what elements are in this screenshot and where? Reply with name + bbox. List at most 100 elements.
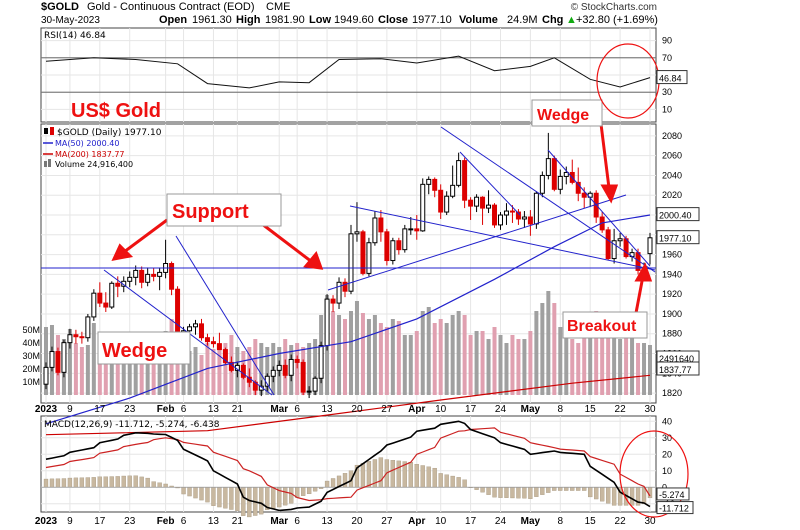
candle-body — [462, 160, 468, 201]
candle-body — [360, 231, 366, 274]
candle-body — [432, 178, 438, 191]
volume-bar — [331, 311, 336, 395]
macd-histogram-bar — [187, 487, 192, 497]
ma50-value-label: 2000.40 — [659, 211, 692, 221]
macd-histogram-bar — [342, 473, 348, 488]
volume-bar — [187, 351, 192, 395]
chg-label: Chg — [542, 14, 563, 26]
price-x-tick: 15 — [585, 404, 597, 415]
volume-legend-swatch — [44, 161, 47, 167]
volume-bar — [414, 331, 419, 395]
macd-x-tick: 2023 — [35, 516, 58, 527]
legend-item-volume: Volume 24,916,400 — [44, 159, 133, 169]
annotation-breakout: Breakout — [562, 311, 648, 339]
candle-body — [533, 192, 539, 225]
price-x-tick: 10 — [435, 404, 447, 415]
breakout-arrow — [634, 275, 645, 314]
volume-bar — [516, 339, 521, 395]
volume-value: 24.9M — [507, 14, 538, 26]
macd-histogram-bar — [312, 487, 318, 492]
macd-histogram-bar — [600, 487, 605, 502]
rsi-y-tick: 70 — [662, 53, 672, 63]
wedge-mid-lower — [349, 205, 656, 271]
support-arrow-right — [261, 222, 313, 264]
legend-volume-text: Volume 24,916,400 — [55, 160, 133, 169]
macd-histogram-bar — [408, 462, 413, 488]
candle-body — [384, 231, 390, 262]
volume-bar — [372, 315, 377, 395]
candle-body — [115, 282, 121, 287]
volume-bar — [546, 291, 551, 395]
close-value: 1977.10 — [412, 14, 452, 26]
price-x-tick: 23 — [124, 404, 136, 415]
candle-body — [324, 298, 330, 347]
candle-body — [91, 292, 97, 318]
candle-legend-icon — [44, 128, 48, 134]
macd-histogram-bar — [546, 487, 551, 493]
macd-signal-line — [45, 427, 651, 502]
price-x-tick: 20 — [351, 404, 363, 415]
macd-y-tick: 0 — [662, 482, 667, 492]
open-value: 1961.30 — [192, 14, 232, 26]
exchange-label: CME — [266, 1, 290, 13]
volume-bar — [606, 319, 611, 395]
candle-body — [97, 292, 103, 304]
volume-bar — [193, 347, 198, 395]
candle-body — [294, 358, 300, 363]
candle-body — [336, 281, 342, 304]
macd-histogram-bar — [611, 487, 617, 506]
volume-label: Volume — [459, 14, 498, 26]
macd-x-tick: 15 — [585, 516, 597, 527]
macd-histogram-bar — [432, 467, 437, 488]
macd-histogram-bar — [540, 487, 545, 495]
legend-item-symbol: $GOLD (Daily) 1977.10 — [44, 127, 162, 138]
wedge-right-lower — [440, 126, 656, 273]
price-y-tick: 1900 — [662, 309, 682, 319]
candle-body — [61, 342, 67, 373]
price-x-tick: 6 — [181, 404, 187, 415]
price-y-tick: 2020 — [662, 190, 682, 200]
price-y-tick: 1880 — [662, 329, 682, 339]
candle-body — [354, 231, 360, 235]
price-y-tick: 1960 — [662, 250, 682, 260]
volume-bar — [79, 347, 84, 395]
volume-bar — [648, 345, 652, 395]
volume-bar — [366, 319, 371, 395]
ma200-value-label-box — [656, 361, 700, 376]
candle-body — [366, 242, 372, 274]
rsi-y-tick: 10 — [662, 104, 672, 114]
candle-body — [270, 369, 276, 377]
volume-bar — [378, 323, 383, 395]
macd-x-tick: 24 — [495, 516, 507, 527]
macd-histogram-bar — [127, 475, 132, 488]
macd-histogram-bar — [516, 487, 521, 499]
ma200-line — [45, 374, 651, 436]
candle-body — [378, 217, 384, 233]
annotation-support: Support — [166, 193, 282, 227]
wedge-right-upper — [459, 151, 521, 216]
breakout-text: Breakout — [567, 318, 637, 335]
volume-bar — [612, 335, 617, 395]
price-y-tick: 1820 — [662, 388, 682, 398]
volume-bar — [498, 335, 503, 395]
macd-x-tick: 17 — [94, 516, 106, 527]
macd-histogram-bar — [504, 487, 509, 498]
macd-x-tick: 22 — [615, 516, 627, 527]
volume-bar — [390, 319, 395, 395]
volume-bar — [486, 339, 491, 395]
candle-body — [551, 158, 557, 190]
candle-body — [79, 336, 85, 339]
breakout-box — [562, 311, 648, 339]
volume-bar — [151, 351, 156, 395]
macd-histogram-bar — [73, 477, 79, 488]
volume-bar — [420, 311, 425, 395]
macd-x-tick: 17 — [465, 516, 477, 527]
low-value: 1949.60 — [334, 14, 374, 26]
volume-bar — [570, 339, 575, 395]
candle-body — [204, 337, 210, 343]
price-x-tick: 22 — [615, 404, 627, 415]
candle-body — [563, 171, 569, 177]
candle-body — [306, 390, 312, 393]
candle-body — [509, 210, 515, 213]
volume-bar — [492, 327, 497, 395]
